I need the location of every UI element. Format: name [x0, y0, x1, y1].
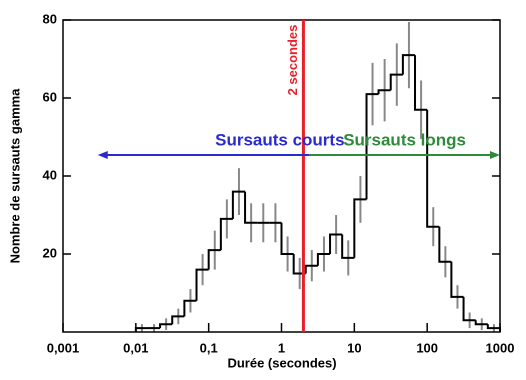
x-tick-label: 100	[416, 340, 438, 355]
arrow-head	[490, 151, 500, 159]
bar	[159, 323, 173, 329]
bar	[195, 268, 209, 301]
bar	[377, 89, 391, 95]
y-axis-label: Nombre de sursauts gamma	[7, 88, 22, 264]
y-tick-label: 80	[43, 11, 57, 26]
bar	[171, 315, 185, 325]
bar	[389, 73, 403, 91]
bar	[219, 217, 233, 251]
bar	[353, 198, 367, 258]
bar	[329, 233, 343, 254]
bar	[207, 249, 221, 270]
bar	[231, 190, 246, 219]
bar	[304, 264, 318, 274]
bar	[280, 222, 294, 255]
x-tick-label: 0,001	[47, 340, 80, 355]
arrow-label: Sursauts courts	[215, 130, 344, 149]
bar	[450, 261, 464, 298]
x-tick-label: 1	[278, 340, 285, 355]
plot-frame	[62, 19, 501, 333]
x-tick-label: 0,1	[200, 340, 218, 355]
bar	[341, 234, 355, 259]
arrow-label: Sursauts longs	[343, 130, 466, 149]
bar	[183, 299, 197, 317]
x-tick-label: 10	[347, 340, 361, 355]
bar	[414, 55, 428, 111]
bar	[462, 296, 476, 322]
arrow-head	[97, 151, 108, 159]
bar	[365, 93, 379, 200]
y-tick-label: 60	[43, 89, 57, 104]
bar	[438, 226, 452, 263]
bar	[244, 191, 258, 224]
bar	[426, 109, 440, 228]
bar	[474, 320, 488, 326]
bar	[292, 254, 306, 275]
bar	[401, 54, 416, 75]
x-axis-label: Durée (secondes)	[227, 355, 336, 370]
bar	[316, 253, 331, 266]
marker-label: 2 secondes	[285, 25, 300, 96]
y-tick-label: 20	[43, 245, 57, 260]
x-tick-label: 1000	[486, 340, 515, 355]
y-tick-label: 40	[43, 167, 57, 182]
x-tick-label: 0,01	[123, 340, 148, 355]
